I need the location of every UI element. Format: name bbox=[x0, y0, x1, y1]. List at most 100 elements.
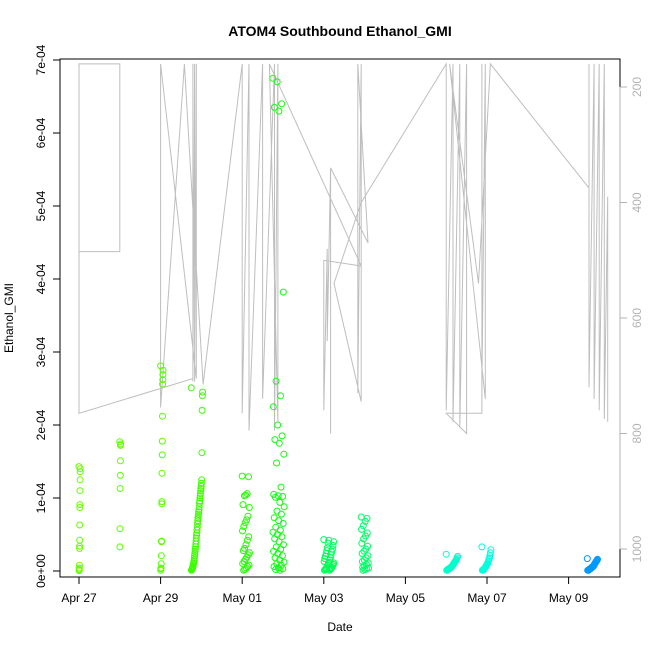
data-point bbox=[159, 412, 166, 420]
data-point bbox=[272, 566, 280, 573]
data-point bbox=[196, 494, 204, 502]
data-point bbox=[275, 107, 283, 115]
data-point bbox=[159, 366, 167, 374]
data-point bbox=[321, 566, 329, 573]
data-point bbox=[191, 550, 199, 557]
data-point bbox=[478, 566, 486, 574]
x-tick-label: May 03 bbox=[304, 591, 344, 605]
data-point bbox=[239, 527, 246, 535]
data-point bbox=[360, 547, 368, 555]
data-point bbox=[245, 533, 253, 541]
data-point bbox=[269, 74, 277, 82]
data-point bbox=[279, 520, 287, 527]
data-point bbox=[75, 561, 83, 569]
x-tick-label: Apr 29 bbox=[143, 591, 179, 605]
y2-tick-label: 400 bbox=[630, 192, 644, 212]
data-point bbox=[196, 490, 204, 498]
data-point bbox=[117, 441, 124, 449]
data-point bbox=[274, 421, 282, 429]
data-point bbox=[198, 392, 206, 400]
data-point bbox=[325, 536, 333, 544]
data-point bbox=[583, 555, 591, 563]
data-point bbox=[158, 451, 166, 459]
data-point bbox=[322, 565, 330, 573]
x-tick-label: May 05 bbox=[386, 591, 426, 605]
data-point bbox=[360, 535, 368, 543]
data-point bbox=[187, 566, 195, 574]
y2-axis: 200 400 600 800 1000 bbox=[619, 77, 644, 562]
data-point bbox=[76, 501, 84, 509]
pressure-profile-line bbox=[78, 62, 609, 435]
y-tick-label: 0e+00 bbox=[34, 554, 48, 588]
data-point bbox=[245, 504, 253, 511]
data-point bbox=[157, 566, 165, 574]
data-point bbox=[195, 508, 203, 516]
data-point bbox=[76, 487, 84, 495]
data-point bbox=[240, 523, 248, 530]
data-point bbox=[199, 388, 207, 396]
data-point bbox=[244, 512, 252, 520]
data-point bbox=[194, 517, 202, 525]
data-point bbox=[359, 566, 367, 574]
y-tick-label: 7e-04 bbox=[34, 44, 48, 75]
data-point bbox=[159, 376, 167, 384]
data-point bbox=[76, 468, 84, 476]
data-point bbox=[584, 566, 592, 574]
y-axis-label: Ethanol_GMI bbox=[2, 283, 16, 353]
data-point bbox=[196, 499, 203, 507]
data-point bbox=[198, 449, 206, 457]
data-point bbox=[239, 501, 247, 509]
data-point bbox=[361, 517, 369, 525]
data-point bbox=[159, 371, 167, 379]
data-point bbox=[242, 541, 250, 549]
data-point bbox=[271, 535, 279, 543]
data-point bbox=[239, 547, 247, 555]
data-point bbox=[241, 519, 249, 527]
data-point bbox=[273, 459, 280, 467]
data-point bbox=[76, 544, 83, 552]
data-point bbox=[320, 536, 328, 544]
data-point bbox=[76, 476, 84, 484]
y2-tick-label: 600 bbox=[630, 308, 644, 328]
y-tick-label: 6e-04 bbox=[34, 117, 48, 148]
data-point bbox=[443, 566, 451, 574]
data-point bbox=[364, 552, 372, 560]
data-point bbox=[76, 542, 84, 550]
data-point bbox=[270, 103, 278, 111]
data-point bbox=[158, 538, 165, 546]
y-axis: 0e+00 1e-04 2e-04 3e-04 4e-04 5e-04 6e-04 7e-04 bbox=[34, 44, 61, 588]
data-point bbox=[240, 566, 248, 574]
x-axis: Apr 27 Apr 29 May 01 May 03 May 05 May 07 May … bbox=[61, 576, 589, 605]
data-point bbox=[158, 498, 166, 506]
x-tick-label: May 07 bbox=[467, 591, 507, 605]
x-tick-label: May 09 bbox=[549, 591, 589, 605]
data-point bbox=[320, 558, 328, 565]
data-point bbox=[325, 566, 333, 574]
data-point bbox=[158, 500, 166, 508]
data-point bbox=[76, 521, 84, 529]
data-point bbox=[192, 540, 200, 548]
data-point bbox=[280, 503, 288, 511]
data-point bbox=[271, 436, 279, 444]
data-point bbox=[116, 543, 124, 551]
data-point bbox=[116, 457, 124, 465]
data-point bbox=[362, 545, 370, 553]
data-point bbox=[196, 492, 204, 500]
data-point bbox=[195, 503, 203, 511]
data-point bbox=[116, 471, 124, 479]
data-point bbox=[197, 479, 205, 487]
y-tick-label: 1e-04 bbox=[34, 482, 48, 513]
data-point bbox=[279, 288, 287, 296]
data-point bbox=[270, 547, 277, 555]
data-point bbox=[278, 100, 286, 108]
y-tick-label: 3e-04 bbox=[34, 336, 48, 367]
data-point bbox=[276, 498, 284, 506]
data-point bbox=[194, 520, 201, 527]
data-point bbox=[358, 550, 366, 557]
data-point bbox=[198, 406, 206, 414]
data-point bbox=[277, 510, 285, 518]
data-point bbox=[75, 567, 83, 575]
data-point bbox=[76, 504, 84, 511]
data-point bbox=[245, 473, 252, 481]
